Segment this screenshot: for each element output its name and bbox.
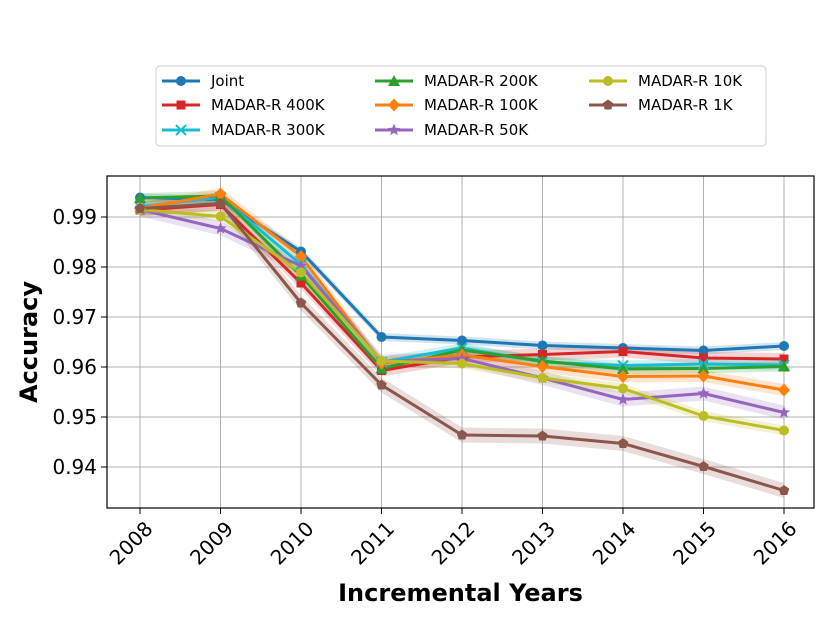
x-axis-title: Incremental Years	[338, 579, 583, 607]
x-marker-stroke	[175, 124, 187, 136]
y-axis-title: Accuracy	[15, 281, 43, 403]
legend-label: MADAR-R 50K	[424, 121, 529, 139]
point-madar-r-100k-2014	[617, 370, 629, 383]
x-tick-label-2010: 2010	[266, 517, 319, 570]
series-markers	[133, 187, 791, 495]
legend: Joint MADAR-R 400K MADAR-R 300K MADAR-R 200…	[155, 65, 767, 147]
point-madar-r-10k-2014	[618, 383, 628, 394]
point-madar-r-50k-2015	[697, 387, 710, 399]
point-madar-r-10k-2011	[376, 356, 387, 366]
point-madar-r-10k-2010	[296, 267, 306, 278]
point-madar-r-10k-2016	[779, 425, 789, 436]
point-madar-r-1k-2011	[376, 379, 387, 390]
legend-swatch-marker	[175, 124, 187, 136]
plot-frame	[106, 175, 815, 509]
point-madar-r-1k-2009	[215, 198, 226, 208]
point-madar-r-50k-2010	[294, 259, 308, 272]
point-madar-r-10k-2013	[537, 373, 548, 383]
point-madar-r-200k-2014	[617, 363, 629, 374]
legend-frame	[155, 65, 767, 147]
point-madar-r-10k-2015	[698, 411, 709, 421]
point-joint-2011	[376, 332, 387, 342]
legend-swatch-marker	[388, 98, 400, 112]
point-madar-r-400k-2014	[618, 347, 628, 356]
point-joint-2015	[698, 345, 709, 356]
legend-label: MADAR-R 300K	[211, 121, 326, 139]
legend-label: MADAR-R 200K	[424, 72, 539, 90]
legend-entry-madar-r-400k: MADAR-R 400K	[162, 96, 326, 114]
legend-entry-madar-r-1k: MADAR-R 1K	[589, 96, 734, 114]
point-madar-r-1k-2014	[617, 438, 629, 448]
x-tick-label-2012: 2012	[427, 517, 480, 570]
legend-swatch-marker	[603, 76, 613, 86]
x-tick-label-2009: 2009	[185, 517, 238, 570]
y-tick-label: 0.95	[52, 405, 97, 429]
y-tick-label: 0.99	[52, 205, 97, 229]
y-tick-label: 0.94	[52, 455, 97, 479]
x-tick-label-2011: 2011	[346, 517, 399, 570]
point-madar-r-200k-2015	[697, 362, 710, 374]
point-madar-r-100k-2015	[697, 369, 710, 383]
point-madar-r-1k-2015	[698, 461, 709, 471]
legend-entry-madar-r-100k: MADAR-R 100K	[375, 96, 539, 114]
x-tick-label-2013: 2013	[507, 517, 560, 570]
point-madar-r-10k-2009	[215, 211, 226, 222]
point-madar-r-50k-2016	[777, 406, 791, 418]
point-madar-r-100k-2013	[536, 360, 549, 373]
legend-entry-madar-r-200k: MADAR-R 200K	[375, 72, 539, 90]
point-madar-r-50k-2012	[455, 352, 469, 364]
point-madar-r-400k-2013	[538, 350, 547, 359]
y-tick-label: 0.97	[52, 305, 97, 329]
point-madar-r-200k-2008	[134, 192, 146, 203]
legend-swatch-marker	[602, 99, 614, 110]
x-tick-label-2008: 2008	[105, 517, 158, 570]
y-tick-label: 0.98	[52, 255, 97, 279]
point-madar-r-1k-2010	[295, 297, 307, 308]
y-axis-ticks: 0.94 0.95 0.96 0.97 0.98 0.99	[52, 205, 107, 479]
legend-label: MADAR-R 10K	[638, 72, 743, 90]
legend-swatch-marker	[176, 76, 186, 86]
point-madar-r-100k-2016	[778, 383, 790, 397]
x-tick-label-2016: 2016	[749, 517, 802, 570]
point-madar-r-100k-2010	[295, 250, 307, 263]
x-tick-label-2014: 2014	[588, 517, 641, 570]
legend-label: MADAR-R 100K	[424, 96, 539, 114]
point-madar-r-50k-2009	[214, 222, 227, 234]
point-madar-r-1k-2013	[537, 430, 548, 441]
legend-label: MADAR-R 1K	[638, 96, 734, 114]
point-madar-r-50k-2014	[616, 393, 630, 405]
point-joint-2016	[779, 341, 789, 351]
legend-label: MADAR-R 400K	[211, 96, 326, 114]
legend-swatch-marker	[176, 100, 186, 110]
legend-swatch-marker	[388, 75, 400, 86]
point-madar-r-400k-2015	[699, 353, 708, 363]
point-madar-r-100k-2009	[214, 187, 227, 201]
x-tick-label-2015: 2015	[668, 517, 721, 570]
legend-swatch-marker	[387, 123, 401, 136]
legend-entry-madar-r-300k: MADAR-R 300K	[162, 121, 326, 139]
x-axis-ticks: 2008 2009 2010 2011 2012 2013 2014 2015 2016	[105, 508, 802, 570]
legend-entry-madar-r-10k: MADAR-R 10K	[589, 72, 743, 90]
legend-entry-madar-r-50k: MADAR-R 50K	[375, 121, 529, 139]
point-madar-r-200k-2016	[778, 360, 790, 372]
y-tick-label: 0.96	[52, 355, 97, 379]
point-madar-r-400k-2010	[296, 278, 306, 288]
legend-entry-joint: Joint	[162, 72, 244, 90]
legend-label: Joint	[210, 72, 244, 90]
point-madar-r-1k-2008	[134, 203, 146, 213]
point-madar-r-400k-2016	[779, 354, 789, 364]
point-joint-2012	[457, 335, 467, 346]
point-madar-r-1k-2012	[456, 429, 468, 440]
point-madar-r-10k-2012	[457, 358, 467, 369]
point-madar-r-1k-2016	[778, 485, 790, 495]
point-joint-2013	[537, 340, 548, 351]
